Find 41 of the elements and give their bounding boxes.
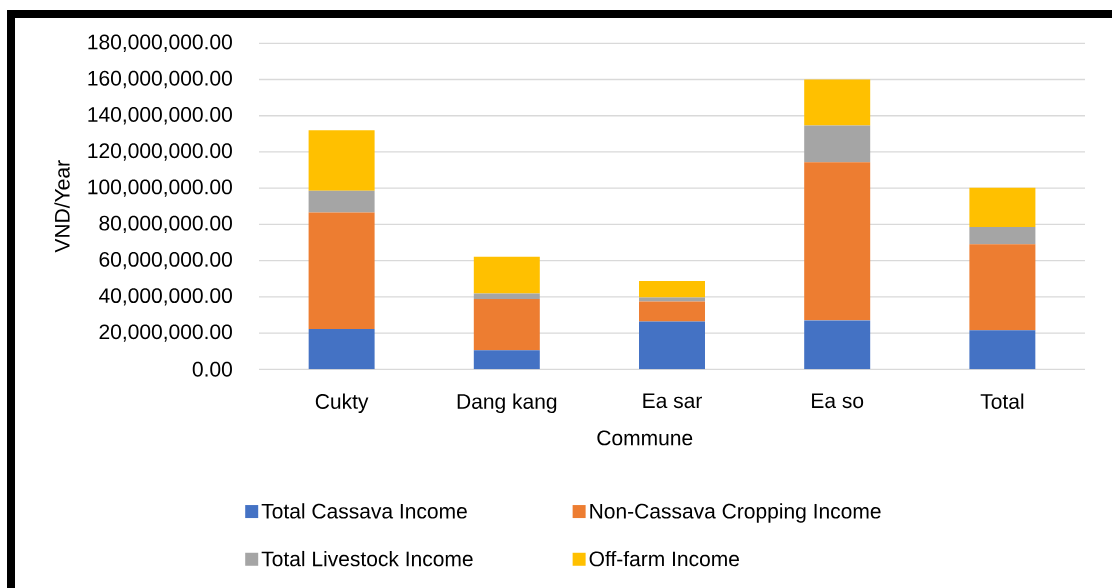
legend-label: Total Cassava Income — [261, 503, 467, 519]
y-tick-label: 100,000,000.00 — [88, 179, 232, 197]
legend-label: Off-farm Income — [589, 550, 739, 567]
x-tick-label: Total — [980, 393, 1024, 409]
y-tick-label: 20,000,000.00 — [99, 324, 232, 342]
y-tick-label: 120,000,000.00 — [88, 143, 232, 161]
bar — [639, 321, 705, 370]
x-tick-label: Ea sar — [643, 393, 702, 409]
bar — [804, 162, 871, 321]
bar — [969, 187, 1036, 228]
bar — [473, 299, 540, 351]
bar — [639, 280, 705, 298]
y-tick-label: 60,000,000.00 — [99, 251, 232, 270]
bar — [804, 320, 871, 370]
y-tick-label: 0.00 — [192, 361, 232, 377]
bar — [804, 125, 871, 163]
bar — [804, 79, 871, 126]
y-tick-label: 80,000,000.00 — [99, 215, 232, 234]
bar — [473, 350, 540, 370]
y-axis-title: VND/Year — [54, 160, 70, 253]
bar — [473, 256, 540, 294]
bar — [969, 330, 1036, 370]
bar — [308, 130, 375, 191]
bar — [639, 297, 705, 302]
bar — [473, 293, 540, 300]
y-tick-label: 180,000,000.00 — [88, 34, 232, 52]
y-tick-label: 140,000,000.00 — [88, 107, 232, 125]
x-tick-label: Ea so — [812, 393, 864, 409]
x-tick-label: Cukty — [315, 393, 369, 414]
bar — [969, 227, 1036, 245]
legend-label: Total Livestock Income — [261, 550, 473, 567]
y-tick-label: 160,000,000.00 — [88, 70, 232, 89]
y-tick-label: 40,000,000.00 — [99, 288, 232, 306]
legend-label: Non-Cassava Cropping Income — [590, 503, 881, 523]
bar — [308, 328, 375, 370]
bar — [308, 190, 375, 213]
bar — [308, 212, 375, 329]
bar — [639, 301, 705, 322]
x-tick-label: Dang kang — [457, 393, 557, 414]
x-axis-title: Commune — [597, 430, 693, 446]
bar — [969, 244, 1036, 331]
